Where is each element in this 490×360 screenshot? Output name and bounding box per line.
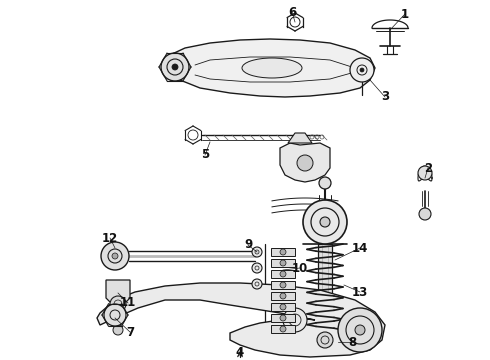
Text: 14: 14	[352, 242, 368, 255]
Circle shape	[418, 166, 432, 180]
Circle shape	[252, 279, 262, 289]
Text: 8: 8	[348, 336, 356, 348]
Polygon shape	[106, 280, 130, 304]
Bar	[271, 270, 295, 278]
Ellipse shape	[242, 58, 302, 78]
Text: 3: 3	[381, 90, 389, 104]
Circle shape	[280, 304, 286, 310]
Circle shape	[110, 296, 126, 312]
Text: 4: 4	[236, 346, 244, 360]
Circle shape	[113, 325, 123, 335]
Circle shape	[104, 304, 126, 326]
Circle shape	[280, 282, 286, 288]
Text: 12: 12	[102, 231, 118, 244]
Text: 7: 7	[126, 325, 134, 338]
Bar	[271, 281, 295, 289]
Text: 10: 10	[292, 261, 308, 274]
Polygon shape	[168, 39, 375, 97]
Bar	[271, 259, 295, 267]
Polygon shape	[288, 133, 312, 143]
Circle shape	[350, 58, 374, 82]
Text: 5: 5	[201, 148, 209, 162]
Circle shape	[317, 332, 333, 348]
Text: 11: 11	[120, 297, 136, 310]
Circle shape	[355, 325, 365, 335]
Bar	[271, 325, 295, 333]
Polygon shape	[97, 283, 385, 357]
Text: 13: 13	[352, 285, 368, 298]
Circle shape	[419, 208, 431, 220]
Circle shape	[101, 242, 129, 270]
Bar	[271, 314, 295, 322]
Circle shape	[280, 326, 286, 332]
Circle shape	[319, 177, 331, 189]
Bar	[271, 303, 295, 311]
Circle shape	[172, 64, 178, 70]
Circle shape	[297, 155, 313, 171]
Circle shape	[280, 260, 286, 266]
Circle shape	[319, 334, 331, 346]
Circle shape	[280, 249, 286, 255]
Bar	[318, 244, 332, 335]
Circle shape	[283, 308, 307, 332]
Bar	[271, 292, 295, 300]
Text: 6: 6	[288, 5, 296, 18]
Polygon shape	[280, 143, 330, 182]
Circle shape	[280, 293, 286, 299]
Circle shape	[252, 247, 262, 257]
Circle shape	[303, 200, 347, 244]
Text: 2: 2	[424, 162, 432, 175]
Circle shape	[280, 271, 286, 277]
Circle shape	[112, 253, 118, 259]
Circle shape	[161, 53, 189, 81]
Circle shape	[280, 315, 286, 321]
Circle shape	[360, 68, 364, 72]
Text: 9: 9	[244, 238, 252, 252]
Circle shape	[338, 308, 382, 352]
Bar	[271, 248, 295, 256]
Circle shape	[252, 263, 262, 273]
Circle shape	[320, 217, 330, 227]
Text: 1: 1	[401, 8, 409, 21]
